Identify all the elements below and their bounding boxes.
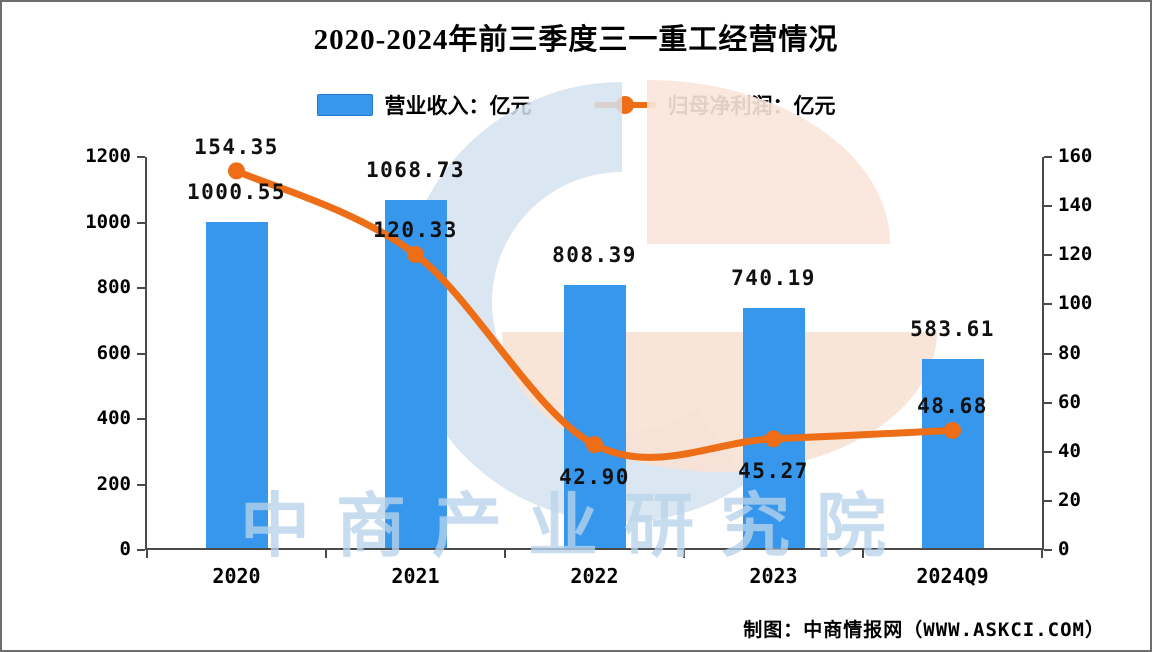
y-axis-left-tick-label: 800	[96, 276, 131, 298]
y-axis-right-tick	[1044, 205, 1052, 208]
y-axis-right-tick	[1044, 352, 1052, 355]
profit-point-2020	[228, 162, 245, 180]
x-axis-category-label: 2020	[212, 564, 261, 588]
y-axis-right-tick	[1044, 401, 1052, 404]
y-axis-right-tick-label: 60	[1058, 390, 1081, 413]
profit-line	[233, 167, 956, 461]
x-axis	[145, 548, 1042, 550]
bar-value-label: 808.39	[552, 243, 637, 268]
x-axis-tick	[683, 550, 685, 558]
bar-2024Q9	[921, 358, 984, 550]
credit-line: 制图：中商情报网（WWW.ASKCI.COM）	[743, 619, 1105, 641]
x-axis-tick	[504, 550, 506, 558]
y-axis-right-tick	[1044, 450, 1052, 453]
profit-point-2024Q9	[944, 421, 961, 439]
profit-point-2022	[586, 436, 603, 454]
y-axis-left-tick	[137, 352, 145, 355]
y-axis-right-tick-label: 100	[1058, 292, 1093, 315]
x-axis-category-label: 2023	[749, 564, 798, 588]
y-axis-left-tick	[137, 221, 145, 224]
line-value-label: 120.33	[373, 218, 458, 243]
y-axis-right-tick-label: 40	[1058, 439, 1081, 462]
y-axis-left-tick-label: 1200	[85, 145, 131, 167]
line-value-label: 45.27	[738, 458, 809, 483]
profit-line-swatch-icon	[593, 95, 656, 115]
x-axis-category-label: 2022	[570, 564, 619, 588]
legend-label-revenue: 营业收入：亿元	[384, 94, 532, 118]
y-axis-right-tick	[1044, 156, 1052, 158]
y-axis-right-tick	[1044, 303, 1052, 306]
y-axis-right-tick	[1044, 549, 1052, 551]
bar-2021	[384, 199, 447, 550]
watermark-text: 中商产业研究院	[240, 485, 912, 567]
y-axis-left-tick-label: 200	[96, 472, 131, 495]
y-axis-left-tick	[137, 156, 145, 158]
y-axis-left	[145, 157, 147, 550]
bar-2023	[742, 307, 805, 550]
y-axis-right-tick-label: 140	[1058, 194, 1093, 217]
profit-point-2021	[407, 245, 424, 263]
y-axis-left-tick	[137, 287, 145, 289]
y-axis-left-tick	[137, 549, 145, 551]
y-axis-left-tick	[137, 483, 145, 486]
chart-title: 2020-2024年前三季度三一重工经营情况	[313, 24, 839, 56]
bar-2020	[205, 222, 268, 550]
x-axis-tick	[862, 550, 864, 558]
y-axis-right	[1042, 157, 1044, 550]
y-axis-right-tick-label: 0	[1058, 538, 1070, 560]
y-axis-right-tick	[1044, 499, 1052, 502]
y-axis-right-tick	[1044, 254, 1052, 257]
legend-item-profit: 归母净利润：亿元	[593, 90, 836, 120]
profit-point-2023	[765, 430, 782, 448]
y-axis-left-tick-label: 1000	[85, 210, 131, 233]
bar-value-label: 1000.55	[186, 180, 286, 205]
legend-label-profit: 归母净利润：亿元	[667, 94, 836, 118]
bar-2022	[563, 285, 626, 550]
legend: 营业收入：亿元 归母净利润：亿元	[2, 90, 1150, 120]
bar-value-label: 1068.73	[365, 157, 465, 182]
revenue-bar-swatch-icon	[316, 94, 373, 116]
x-axis-tick	[1041, 550, 1043, 558]
bar-value-label: 740.19	[731, 265, 816, 290]
x-axis-category-label: 2021	[391, 564, 440, 588]
y-axis-right-tick-label: 120	[1058, 243, 1093, 266]
y-axis-left-tick-label: 600	[96, 341, 131, 364]
y-axis-right-tick-label: 20	[1058, 488, 1081, 511]
y-axis-left-tick-label: 0	[119, 538, 131, 560]
profit-line-dot-icon	[615, 96, 634, 114]
y-axis-right-tick-label: 160	[1058, 145, 1093, 167]
y-axis-left-tick	[137, 418, 145, 420]
x-axis-tick	[325, 550, 327, 558]
x-axis-tick	[146, 550, 148, 558]
line-value-label: 42.90	[559, 464, 630, 489]
x-axis-category-label: 2024Q9	[916, 564, 989, 588]
legend-item-revenue: 营业收入：亿元	[316, 90, 532, 120]
y-axis-left-tick-label: 400	[96, 407, 131, 429]
bar-value-label: 583.61	[910, 316, 995, 341]
y-axis-right-tick-label: 80	[1058, 341, 1081, 364]
line-value-label: 154.35	[194, 134, 279, 159]
line-value-label: 48.68	[917, 394, 988, 419]
